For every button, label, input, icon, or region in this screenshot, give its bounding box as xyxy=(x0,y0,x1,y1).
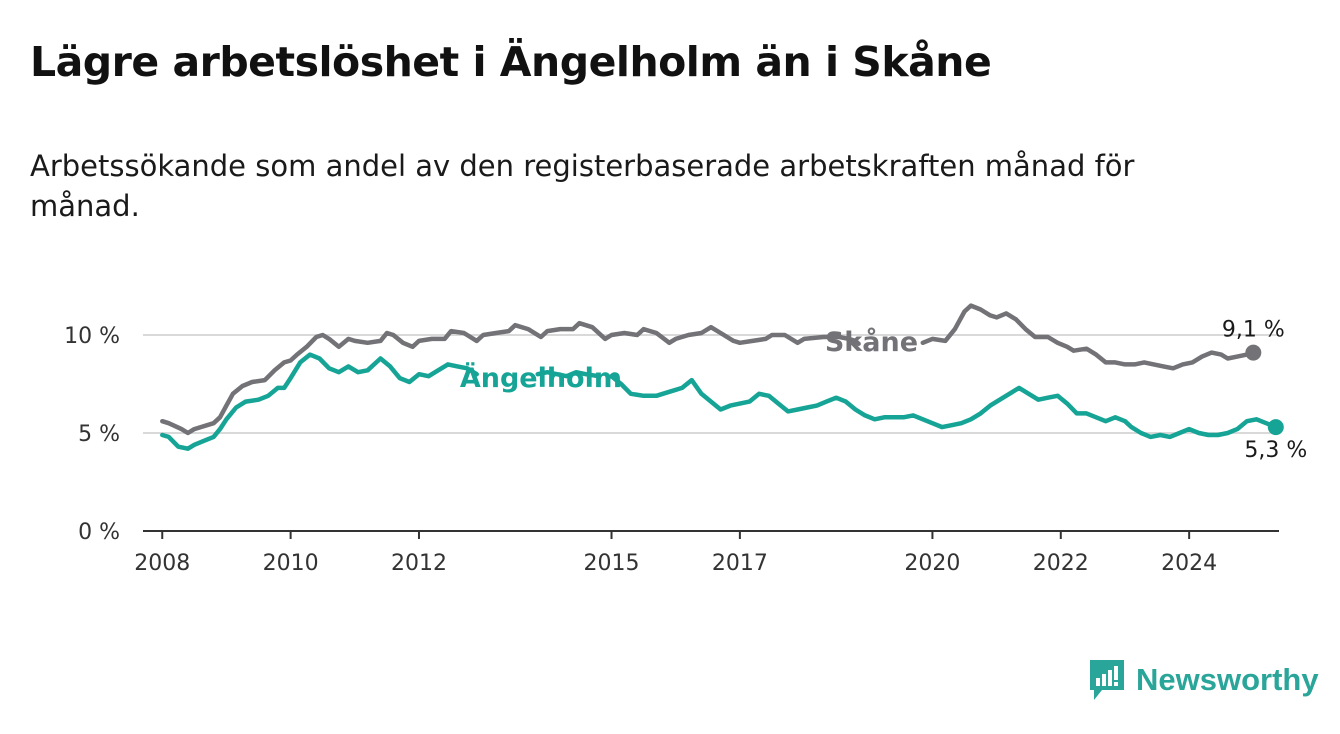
x-tick-label: 2024 xyxy=(1161,551,1217,576)
y-tick-label: 10 % xyxy=(64,324,120,349)
axis-layer: 0 % 5 % 10 % 2008 2010 2012 2015 2017 2020 2022 20… xyxy=(64,324,1279,576)
grid-layer xyxy=(143,334,1279,434)
x-tick-label: 2015 xyxy=(584,551,640,576)
series-label: Skåne xyxy=(825,326,918,358)
series-end-marker xyxy=(1267,419,1284,436)
newsworthy-logo: Newsworthy xyxy=(1088,658,1319,702)
chart-title: Lägre arbetslöshet i Ängelholm än i Skån… xyxy=(30,38,992,86)
label-layer: 9,1 % Skåne 5,3 % Ängelholm xyxy=(460,318,1307,463)
y-tick-label: 5 % xyxy=(78,422,120,447)
logo-text: Newsworthy xyxy=(1136,662,1319,697)
x-tick-label: 2010 xyxy=(263,551,319,576)
x-tick-label: 2008 xyxy=(134,551,190,576)
chart-subtitle: Arbetssökande som andel av den registerb… xyxy=(30,149,1135,223)
x-tick-label: 2022 xyxy=(1033,551,1089,576)
series-end-marker xyxy=(1245,344,1262,361)
series-label: Ängelholm xyxy=(460,362,622,394)
x-tick-label: 2020 xyxy=(904,551,960,576)
x-tick-label: 2017 xyxy=(712,551,768,576)
x-tick-label: 2012 xyxy=(391,551,447,576)
series-end-value: 5,3 % xyxy=(1244,438,1307,463)
series-line-angelholm xyxy=(160,352,1279,451)
bar-chart-speech-bubble-icon xyxy=(1090,660,1124,700)
series-end-value: 9,1 % xyxy=(1222,318,1285,343)
series-layer xyxy=(160,303,1284,451)
y-tick-label: 0 % xyxy=(78,520,120,545)
series-line-skane xyxy=(160,303,1256,436)
